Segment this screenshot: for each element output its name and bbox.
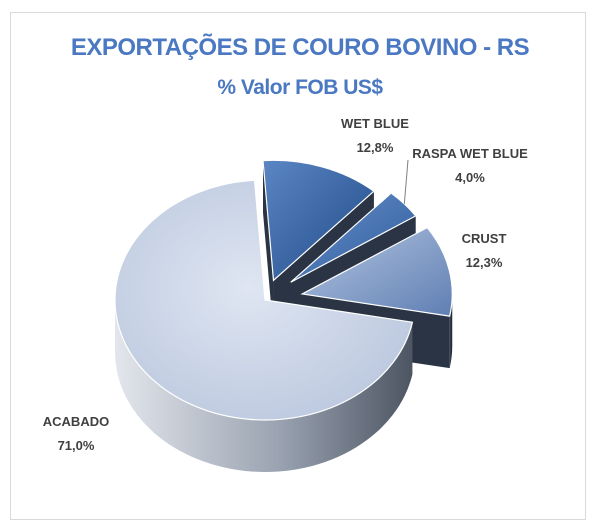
slice-value-1: 4,0%	[455, 170, 485, 185]
pie-slice-acabado	[114, 179, 414, 421]
pie-slice-crust	[300, 226, 453, 317]
slice-label-1: RASPA WET BLUE	[412, 146, 528, 161]
chart-title: EXPORTAÇÕES DE COURO BOVINO - RS	[70, 34, 530, 61]
slice-cut-0-0	[263, 160, 274, 333]
pie-slice-wet-blue	[262, 159, 375, 282]
slice-side-3	[115, 300, 413, 473]
slice-side-2	[449, 293, 453, 369]
slice-label-3: ACABADO	[43, 414, 109, 429]
pie-slice-raspa-wet-blue	[290, 192, 417, 283]
slice-label-2: CRUST	[462, 231, 507, 246]
slice-value-2: 12,3%	[466, 255, 503, 270]
leader-line-raspa	[403, 159, 409, 204]
slice-value-3: 71,0%	[58, 438, 95, 453]
slice-label-0: WET BLUE	[341, 116, 409, 131]
chart-subtitle: % Valor FOB US$	[217, 76, 383, 99]
slice-value-0: 12,8%	[357, 140, 394, 155]
